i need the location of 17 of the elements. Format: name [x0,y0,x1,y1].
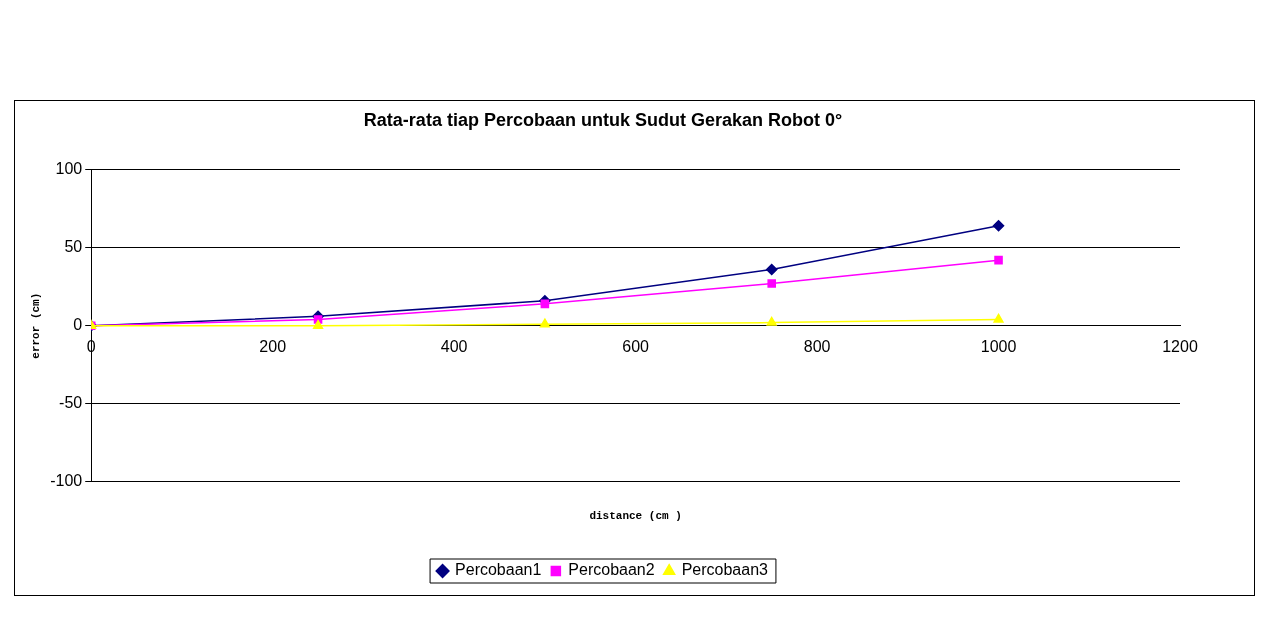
y-axis-title: error (cm) [30,292,43,359]
y-tick-label: -100 [50,472,83,490]
y-tick-label: 0 [73,316,83,334]
x-tick-label: 1200 [1162,337,1198,355]
legend-label: Percobaan2 [568,561,655,579]
x-tick-label: 200 [259,337,287,355]
x-tick-label: 800 [803,337,831,355]
y-tick-label: -50 [59,394,83,412]
legend-label: Percobaan1 [455,561,542,579]
x-axis-title: distance (cm ) [589,510,682,523]
chart-title: Rata-rata tiap Percobaan untuk Sudut Gerakan Robot 0° [363,109,843,130]
y-tick-label: 100 [55,160,83,178]
x-tick-label: 1000 [980,337,1017,355]
x-tick-label: 600 [622,337,650,355]
legend-label: Percobaan3 [681,561,769,579]
x-tick-label: 400 [440,337,468,355]
y-tick-label: 50 [64,238,83,256]
